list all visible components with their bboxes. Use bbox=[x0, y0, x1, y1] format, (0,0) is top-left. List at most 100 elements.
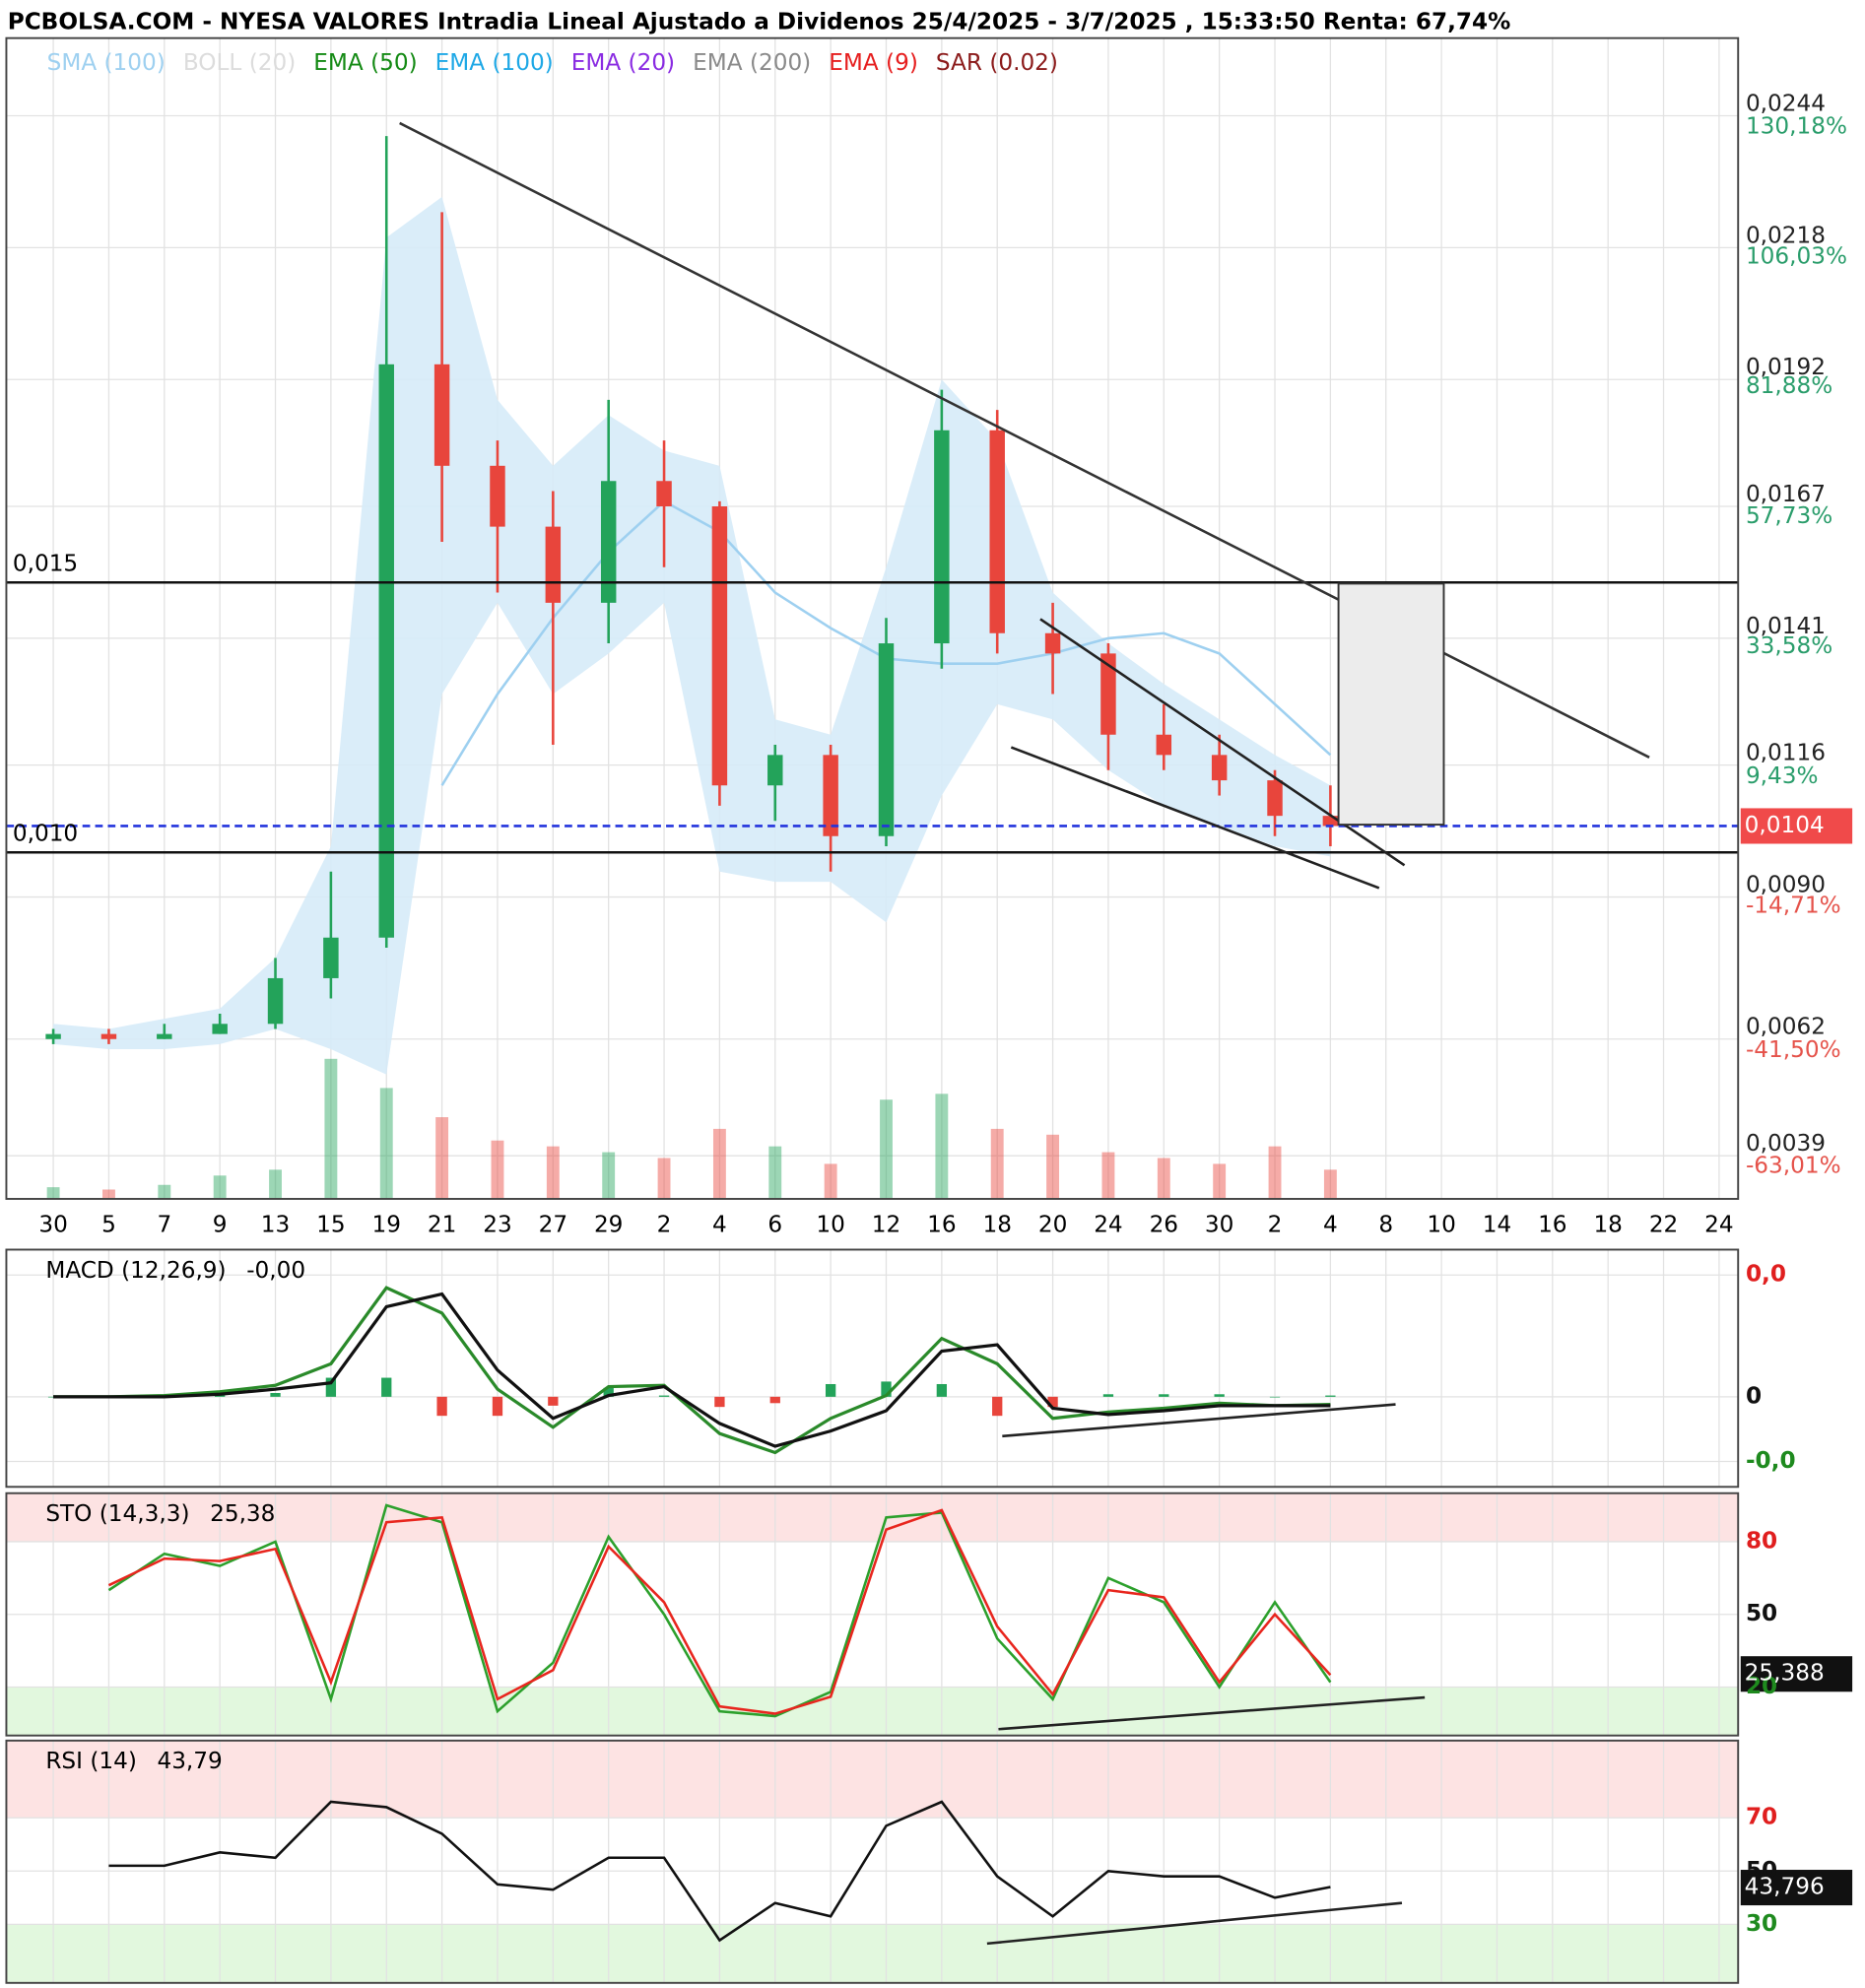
backgrounds bbox=[6, 1492, 1739, 1983]
x-tick-label: 5 bbox=[101, 1212, 116, 1238]
x-tick-label: 13 bbox=[261, 1212, 290, 1238]
histogram-bar bbox=[1102, 1394, 1114, 1397]
candle-body bbox=[1211, 755, 1228, 781]
histogram-bar bbox=[769, 1396, 780, 1404]
y-tick-label: 0,0244 bbox=[1746, 90, 1826, 116]
y2-tick-label: -41,50% bbox=[1746, 1036, 1841, 1063]
volume-bar bbox=[491, 1140, 504, 1199]
x-tick-label: 30 bbox=[38, 1212, 67, 1238]
x-tick-label: 15 bbox=[316, 1212, 345, 1238]
candle-body bbox=[1322, 816, 1339, 827]
volume-bar bbox=[712, 1128, 726, 1199]
y-tick-label: 80 bbox=[1746, 1527, 1777, 1554]
x-tick-label: 7 bbox=[157, 1212, 171, 1238]
volume-bar bbox=[1101, 1152, 1115, 1199]
panel-value: 25,38 bbox=[210, 1500, 275, 1527]
y2-tick-label: 106,03% bbox=[1746, 242, 1847, 269]
indicator-line bbox=[108, 1800, 1331, 1943]
x-tick-label: 22 bbox=[1649, 1212, 1678, 1238]
volume-bar bbox=[1157, 1158, 1170, 1199]
histogram-bar bbox=[1159, 1394, 1169, 1397]
volume-bar bbox=[435, 1117, 449, 1199]
volume-bar bbox=[824, 1163, 837, 1199]
candle-body bbox=[823, 755, 838, 836]
drawings bbox=[399, 121, 1650, 1946]
histogram-bar bbox=[992, 1396, 1003, 1417]
candle-body bbox=[934, 430, 950, 644]
indicator-line bbox=[107, 1503, 1332, 1718]
y-tick-label: 30 bbox=[1746, 1910, 1777, 1937]
histogram-bar bbox=[1269, 1396, 1281, 1398]
histogram-bar bbox=[603, 1387, 614, 1397]
candle-body bbox=[1156, 734, 1172, 756]
histogram-bar bbox=[936, 1383, 948, 1397]
y-tick-label: 0,0218 bbox=[1746, 222, 1826, 248]
last-value-label: 0,0104 bbox=[1745, 812, 1825, 838]
candle-body bbox=[1267, 780, 1283, 817]
volume-bar bbox=[1268, 1146, 1282, 1199]
last-value-box bbox=[1740, 1870, 1853, 1906]
y2-tick-label: 81,88% bbox=[1746, 372, 1832, 399]
histogram-bar bbox=[325, 1377, 337, 1397]
y-tick-label: -0,0 bbox=[1746, 1447, 1796, 1474]
y-tick-label: 0,0167 bbox=[1746, 481, 1826, 507]
last-value-label: 25,388 bbox=[1745, 1660, 1825, 1687]
candle-body bbox=[1044, 632, 1061, 654]
volume-bar bbox=[880, 1099, 893, 1199]
x-tick-label: 20 bbox=[1038, 1212, 1067, 1238]
panel-value: 43,79 bbox=[157, 1748, 222, 1774]
horizontal-line-label: 0,015 bbox=[13, 551, 78, 577]
volume-bar bbox=[324, 1058, 338, 1199]
volume-bar bbox=[990, 1128, 1004, 1199]
x-tick-label: 27 bbox=[539, 1212, 567, 1238]
histogram-bar bbox=[1325, 1395, 1336, 1397]
volume-bar bbox=[602, 1152, 616, 1199]
x-tick-label: 18 bbox=[982, 1212, 1011, 1238]
trend-line bbox=[998, 1695, 1426, 1731]
y-tick-label: 0,0192 bbox=[1746, 354, 1826, 380]
x-tick-label: 26 bbox=[1150, 1212, 1178, 1238]
macd-frame bbox=[5, 1248, 1740, 1489]
legend-entry: SMA (100) bbox=[47, 49, 166, 76]
candle-body bbox=[212, 1024, 228, 1034]
zone bbox=[6, 1687, 1739, 1736]
legend-entry: EMA (100) bbox=[435, 49, 554, 76]
trend-line bbox=[1010, 746, 1380, 890]
volume-bar bbox=[379, 1088, 393, 1199]
legend-entry: EMA (50) bbox=[313, 49, 417, 76]
x-tick-label: 9 bbox=[213, 1212, 228, 1238]
last-value-label: 43,796 bbox=[1745, 1874, 1825, 1900]
y-tick-label: 50 bbox=[1746, 1600, 1777, 1626]
x-tick-label: 14 bbox=[1483, 1212, 1511, 1238]
x-tick-label: 18 bbox=[1593, 1212, 1622, 1238]
candle-body bbox=[378, 364, 394, 938]
zone bbox=[6, 1740, 1739, 1819]
candle-body bbox=[433, 364, 450, 466]
volume-bar bbox=[935, 1093, 949, 1199]
y-tick-label: 0,0039 bbox=[1746, 1130, 1826, 1157]
x-tick-label: 24 bbox=[1094, 1212, 1122, 1238]
x-tick-label: 30 bbox=[1205, 1212, 1233, 1238]
histogram-bar bbox=[658, 1395, 670, 1397]
y2-tick-label: -14,71% bbox=[1746, 893, 1841, 919]
trend-line bbox=[1002, 1403, 1396, 1438]
histogram-bar bbox=[825, 1383, 836, 1397]
x-tick-label: 2 bbox=[1268, 1212, 1283, 1238]
candle-body bbox=[767, 755, 783, 786]
volume-bar bbox=[213, 1175, 227, 1199]
histogram-bar bbox=[381, 1377, 392, 1397]
panel-title: MACD (12,26,9) bbox=[45, 1257, 226, 1284]
sto-frame bbox=[5, 1491, 1740, 1737]
histogram-bar bbox=[1214, 1394, 1225, 1397]
x-tick-label: 23 bbox=[483, 1212, 511, 1238]
candle-body bbox=[656, 481, 672, 507]
legend-entry: BOLL (20) bbox=[183, 49, 296, 76]
price-frame bbox=[5, 36, 1740, 1200]
candle-body bbox=[157, 1033, 172, 1039]
candle-body bbox=[490, 465, 505, 527]
legend-entry: EMA (200) bbox=[693, 49, 811, 76]
target-box bbox=[1337, 582, 1445, 827]
y-tick-label: 0,0141 bbox=[1746, 613, 1826, 639]
volume-bar bbox=[46, 1187, 60, 1199]
